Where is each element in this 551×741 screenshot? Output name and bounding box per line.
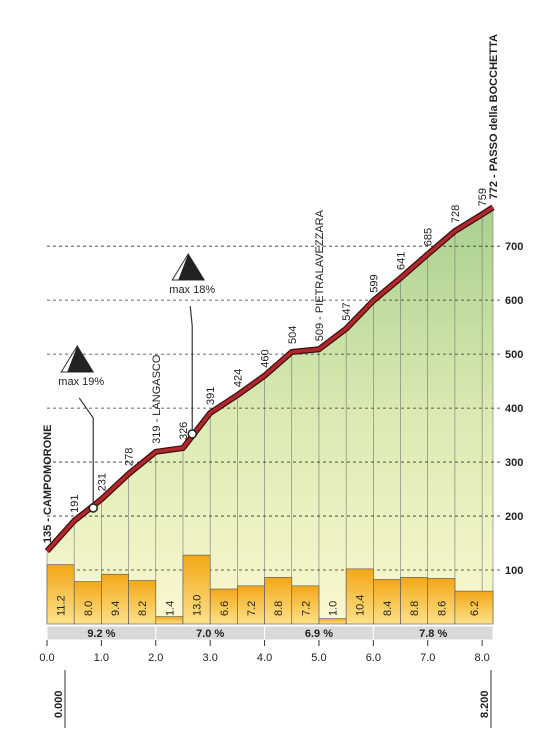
x-tick-label: 7.0 (420, 652, 435, 664)
elevation-label: 641 (396, 252, 408, 270)
y-tick-label: 600 (505, 295, 523, 307)
annotation-leader (78, 397, 94, 508)
gradient-label: 8.6 (436, 601, 448, 616)
elevation-label: 231 (96, 473, 108, 491)
segment-gradient-label: 7.0 % (196, 628, 224, 640)
max-icon (178, 254, 205, 281)
gradient-bar (101, 573, 129, 625)
gradient-label: 8.2 (137, 601, 149, 616)
elevation-label: 135 - CAMPOMORONE (42, 425, 54, 544)
elevation-label: 728 (450, 205, 462, 223)
annotation-label: max 19% (58, 376, 104, 388)
gradient-label: 8.0 (83, 601, 95, 616)
gradient-bar (264, 577, 293, 625)
y-tick-label: 300 (505, 457, 523, 469)
x-tick-label: 1.0 (94, 652, 109, 664)
gradient-bar (454, 590, 494, 625)
gradient-label: 1.4 (164, 601, 176, 616)
segment-gradient-label: 6.9 % (305, 628, 333, 640)
elevation-label: 599 (368, 274, 380, 292)
annotation-label: max 18% (169, 284, 215, 296)
gradient-bar (318, 618, 347, 625)
elevation-label: 759 (477, 188, 489, 206)
profile-fill (47, 207, 493, 625)
segment-band (372, 625, 494, 641)
elevation-label: 191 (69, 495, 81, 513)
gradient-label: 11.2 (56, 595, 68, 616)
y-tick-label: 500 (505, 349, 523, 361)
segment-gradient-label: 9.2 % (87, 628, 115, 640)
gradient-label: 8.8 (273, 601, 285, 616)
elevation-label: 509 - PIETRALAVEZZARA (314, 209, 326, 341)
x-tick-label: 2.0 (148, 652, 163, 664)
elevation-label: 772 - PASSO della BOCCHETTA (488, 34, 500, 199)
elevation-label: 460 (260, 349, 272, 367)
profile-line (45, 205, 494, 553)
elevation-label: 504 (287, 326, 299, 344)
gradient-label: 7.2 (300, 601, 312, 616)
gradient-label: 6.6 (219, 601, 231, 616)
elevation-label: 326 (178, 422, 190, 440)
elevation-label: 424 (232, 369, 244, 387)
gradient-label: 1.0 (328, 601, 340, 616)
y-tick-label: 200 (505, 511, 523, 523)
gradient-label: 9.4 (110, 601, 122, 616)
elevation-label: 685 (423, 228, 435, 246)
annotation-leader (189, 305, 193, 435)
gradient-label: 8.8 (409, 601, 421, 616)
gradient-label: 6.2 (469, 601, 481, 616)
x-tick-label: 4.0 (257, 652, 272, 664)
gradient-label: 10.4 (355, 595, 367, 616)
gradient-label: 7.2 (246, 601, 258, 616)
x-tick-label: 5.0 (311, 652, 326, 664)
distance-label: 8.200 (479, 690, 491, 718)
elevation-label: 278 (124, 448, 136, 466)
gradient-bar (209, 588, 238, 625)
gradient-bar (373, 579, 401, 625)
y-tick-label: 100 (505, 565, 523, 577)
elevation-label: 547 (341, 302, 353, 320)
gradient-bar (128, 580, 157, 625)
gradient-bar (73, 581, 102, 625)
x-tick-label: 3.0 (203, 652, 218, 664)
gradient-bar (400, 577, 429, 625)
annotation-marker (88, 503, 98, 513)
segment-gradient-label: 7.8 % (419, 628, 447, 640)
gradient-label: 13.0 (192, 595, 204, 616)
y-tick-label: 400 (505, 403, 523, 415)
x-tick-label: 0.0 (39, 652, 54, 664)
gradient-bar (291, 585, 320, 625)
y-tick-label: 700 (505, 241, 523, 253)
x-tick-label: 8.0 (474, 652, 489, 664)
annotation-marker (187, 429, 197, 439)
elevation-label: 319 - LANGASCO (151, 354, 163, 444)
gradient-bar (46, 564, 75, 625)
gradient-bar (155, 616, 184, 625)
x-tick-label: 6.0 (366, 652, 381, 664)
max-icon (67, 345, 94, 372)
distance-label: 0.000 (53, 690, 65, 718)
elevation-label: 391 (205, 387, 217, 405)
gradient-label: 8.4 (382, 601, 394, 616)
